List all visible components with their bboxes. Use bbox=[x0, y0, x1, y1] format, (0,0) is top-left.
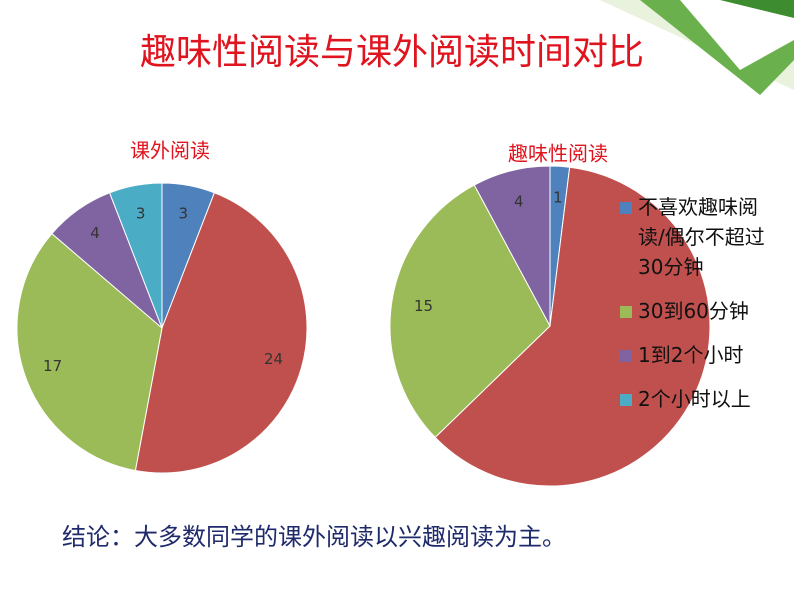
legend-item: 不喜欢趣味阅读/偶尔不超过30分钟 bbox=[618, 192, 778, 282]
data-label: 4 bbox=[90, 224, 100, 242]
data-label: 24 bbox=[264, 350, 283, 368]
data-label: 3 bbox=[179, 204, 189, 222]
pie-slice bbox=[389, 184, 551, 439]
legend-label: 1到2个小时 bbox=[638, 343, 744, 367]
pie-slice bbox=[134, 192, 308, 474]
data-label: 17 bbox=[43, 357, 62, 375]
pie-slice bbox=[108, 182, 163, 329]
data-label: 1 bbox=[553, 189, 563, 207]
legend-label: 不喜欢趣味阅读/偶尔不超过30分钟 bbox=[638, 195, 765, 279]
legend: 不喜欢趣味阅读/偶尔不超过30分钟 30到60分钟 1到2个小时 2个小时以上 bbox=[618, 192, 778, 428]
decoration bbox=[680, 0, 794, 70]
legend-swatch bbox=[620, 394, 632, 406]
pie-title: 课外阅读 bbox=[130, 139, 210, 163]
slide-title: 趣味性阅读与课外阅读时间对比 bbox=[140, 32, 644, 73]
legend-swatch bbox=[620, 350, 632, 362]
data-label: 3 bbox=[136, 204, 146, 222]
legend-item: 2个小时以上 bbox=[618, 384, 778, 414]
legend-label: 30到60分钟 bbox=[638, 299, 749, 323]
legend-label: 2个小时以上 bbox=[638, 387, 751, 411]
pie-title: 趣味性阅读 bbox=[508, 142, 608, 166]
pie-slice bbox=[434, 166, 711, 487]
decoration bbox=[720, 0, 794, 18]
pie-slice bbox=[16, 232, 163, 472]
legend-item: 30到60分钟 bbox=[618, 296, 778, 326]
conclusion: 结论：大多数同学的课外阅读以兴趣阅读为主。 bbox=[62, 523, 566, 551]
legend-swatch bbox=[620, 202, 632, 214]
legend-swatch bbox=[620, 306, 632, 318]
data-label: 4 bbox=[514, 192, 524, 210]
legend-item: 1到2个小时 bbox=[618, 340, 778, 370]
data-label: 15 bbox=[414, 297, 433, 315]
pie-slice bbox=[473, 165, 551, 327]
